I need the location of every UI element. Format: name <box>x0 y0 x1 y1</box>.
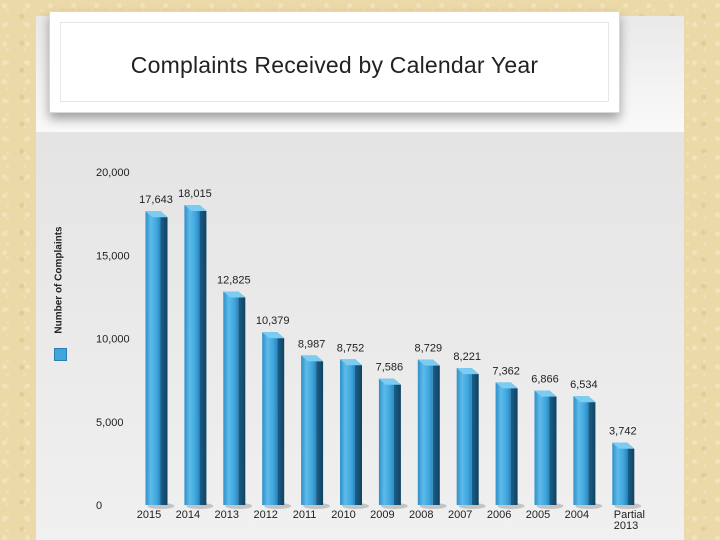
bar <box>223 291 239 505</box>
x-tick-label: 2013 <box>215 509 239 521</box>
bar <box>262 332 278 505</box>
bar <box>456 368 472 505</box>
y-tick-label: 15,000 <box>96 250 130 262</box>
bar-side <box>316 355 324 505</box>
bar-side <box>588 396 596 505</box>
bar-top <box>340 359 362 366</box>
x-tick-label: 2014 <box>176 509 200 521</box>
x-tick-label: Partial 2013 <box>614 509 645 532</box>
bar <box>612 442 628 505</box>
bar-side <box>199 205 207 506</box>
data-label: 8,729 <box>415 343 443 355</box>
data-label: 3,742 <box>609 426 637 438</box>
bar-side <box>471 368 479 505</box>
legend-swatch <box>54 348 67 361</box>
bar-side <box>432 359 440 505</box>
bar-side <box>277 332 285 505</box>
x-tick-label: 2009 <box>370 509 394 521</box>
data-label: 12,825 <box>217 274 251 286</box>
bar-side <box>549 390 557 505</box>
bar <box>573 396 589 505</box>
bar-top <box>184 205 207 212</box>
y-tick-label: 5,000 <box>96 417 124 429</box>
data-label: 7,586 <box>376 362 404 374</box>
x-tick-label: 2008 <box>409 509 433 521</box>
bar <box>417 359 433 505</box>
bar-top <box>223 291 246 298</box>
bar-side <box>238 291 246 505</box>
x-tick-label: 2005 <box>526 509 550 521</box>
bar-top <box>262 332 285 339</box>
bar-top <box>495 382 518 389</box>
bar-top <box>573 396 596 403</box>
bar-top <box>417 359 440 366</box>
bar-top <box>145 211 168 218</box>
data-label: 6,534 <box>570 379 598 391</box>
x-tick-label: 2007 <box>448 509 472 521</box>
bar <box>378 378 394 505</box>
bar <box>301 355 317 505</box>
bar-top <box>612 442 635 449</box>
data-label: 8,752 <box>337 342 365 354</box>
bar <box>534 390 550 505</box>
bar-side <box>160 211 168 505</box>
data-label: 7,362 <box>492 365 520 377</box>
x-tick-label: 2015 <box>137 509 161 521</box>
data-label: 6,866 <box>531 374 559 386</box>
data-label: 8,221 <box>453 351 481 363</box>
y-tick-label: 20,000 <box>96 167 130 179</box>
bar <box>340 359 355 505</box>
y-axis-label: Number of Complaints <box>53 226 65 334</box>
bar-side <box>510 382 518 505</box>
bar <box>184 205 200 506</box>
bar-top <box>534 390 557 397</box>
y-tick-label: 0 <box>96 500 102 512</box>
title-card: Complaints Received by Calendar Year <box>49 11 620 113</box>
bar-top <box>378 378 401 385</box>
data-label: 10,379 <box>256 315 290 327</box>
bar <box>495 382 511 505</box>
x-tick-label: 2011 <box>293 509 317 521</box>
bar-side <box>355 359 362 505</box>
chart-title: Complaints Received by Calendar Year <box>130 52 539 78</box>
x-tick-label: 2006 <box>487 509 511 521</box>
bar <box>145 211 161 505</box>
x-tick-label: 2010 <box>331 509 355 521</box>
title-card-border <box>60 22 609 102</box>
y-tick-label: 10,000 <box>96 334 130 346</box>
x-tick-label: 2004 <box>565 509 589 521</box>
data-label: 8,987 <box>298 338 326 350</box>
bar-top <box>456 368 479 375</box>
data-label: 17,643 <box>139 194 173 206</box>
data-label: 18,015 <box>178 188 212 200</box>
bar-top <box>301 355 324 362</box>
bar-side <box>393 378 401 505</box>
x-tick-label: 2012 <box>253 509 277 521</box>
bar-side <box>627 442 635 505</box>
